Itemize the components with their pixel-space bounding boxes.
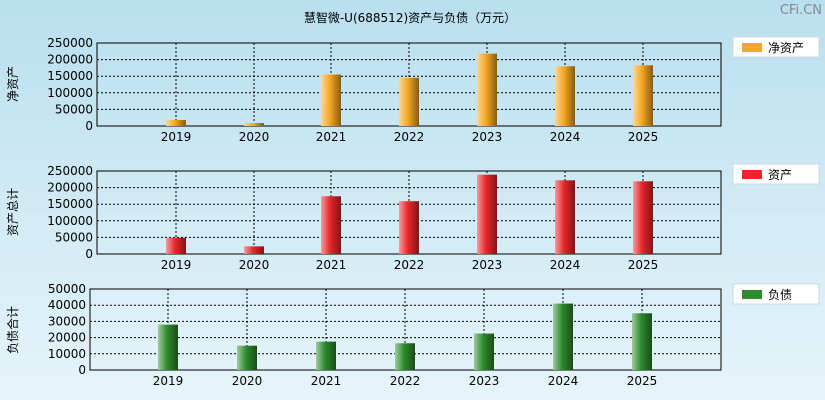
- legend-label: 净资产: [768, 41, 804, 55]
- y-tick-label: 40000: [48, 298, 86, 312]
- x-tick-label: 2024: [550, 258, 581, 272]
- bar: [474, 333, 494, 370]
- y-tick-label: 150000: [47, 197, 93, 211]
- bar: [633, 65, 653, 126]
- x-tick-label: 2023: [469, 374, 500, 388]
- bar: [395, 343, 415, 370]
- panel-1: 0 50000 100000 150000 200000 250000 2019 2020 20…: [6, 36, 820, 144]
- legend: 负债: [732, 283, 820, 305]
- x-tick-label: 2023: [472, 258, 503, 272]
- x-tick-label: 2024: [548, 374, 579, 388]
- x-tick-label: 2022: [394, 130, 425, 144]
- bar: [553, 303, 573, 370]
- y-tick-label: 20000: [48, 331, 86, 345]
- y-tick-label: 50000: [55, 230, 93, 244]
- bar: [316, 341, 336, 370]
- x-tick-label: 2023: [472, 130, 503, 144]
- y-tick-label: 30000: [48, 314, 86, 328]
- legend-swatch: [742, 170, 762, 179]
- bar: [237, 345, 257, 370]
- bar: [158, 324, 178, 370]
- y-tick-label: 10000: [48, 347, 86, 361]
- panel-3: 0 10000 20000 30000 40000 50000 2019 2020 2021 20…: [5, 282, 820, 388]
- x-tick-label: 2025: [628, 258, 659, 272]
- y-tick-label: 100000: [47, 214, 93, 228]
- y-tick-label: 250000: [47, 164, 93, 178]
- y-axis-label: 资产总计: [6, 188, 20, 236]
- y-tick-label: 200000: [47, 181, 93, 195]
- legend: 净资产: [732, 36, 820, 58]
- bar: [166, 120, 186, 126]
- x-tick-label: 2019: [153, 374, 184, 388]
- x-tick-label: 2020: [239, 258, 270, 272]
- x-tick-label: 2025: [628, 130, 659, 144]
- x-tick-label: 2019: [161, 258, 192, 272]
- bar: [632, 313, 652, 370]
- y-tick-label: 50000: [48, 282, 86, 296]
- x-tick-label: 2025: [627, 374, 658, 388]
- x-tick-label: 2021: [316, 130, 347, 144]
- y-tick-label: 50000: [55, 102, 93, 116]
- bar: [244, 246, 264, 254]
- bar: [633, 181, 653, 254]
- x-tick-label: 2024: [550, 130, 581, 144]
- x-tick-label: 2022: [390, 374, 421, 388]
- y-axis-label: 负债合计: [5, 306, 20, 354]
- watermark: CFi.CN: [780, 3, 822, 18]
- bar: [477, 53, 497, 126]
- bar: [477, 174, 497, 254]
- bar: [555, 180, 575, 254]
- legend: 资产: [732, 163, 820, 185]
- y-tick-label: 0: [85, 119, 93, 133]
- x-tick-label: 2020: [232, 374, 263, 388]
- y-tick-label: 100000: [47, 86, 93, 100]
- bar: [555, 66, 575, 126]
- legend-label: 资产: [768, 168, 792, 182]
- chart-title: 慧智微-U(688512)资产与负债（万元）: [304, 10, 516, 25]
- y-tick-label: 200000: [47, 53, 93, 67]
- panel-2: 0 50000 100000 150000 200000 250000 2019 2020 20…: [6, 163, 820, 272]
- x-tick-label: 2021: [316, 258, 347, 272]
- legend-swatch: [742, 290, 762, 299]
- x-tick-label: 2020: [239, 130, 270, 144]
- bar: [244, 123, 264, 126]
- bar: [399, 201, 419, 254]
- bar: [321, 196, 341, 254]
- bar: [399, 77, 419, 126]
- bar: [166, 237, 186, 254]
- y-tick-label: 0: [85, 247, 93, 261]
- y-tick-label: 0: [78, 363, 86, 377]
- y-tick-label: 250000: [47, 36, 93, 50]
- bar: [321, 74, 341, 126]
- legend-label: 负债: [768, 288, 792, 302]
- y-axis-label: 净资产: [6, 66, 20, 102]
- x-tick-label: 2019: [161, 130, 192, 144]
- x-tick-label: 2021: [311, 374, 342, 388]
- x-tick-label: 2022: [394, 258, 425, 272]
- legend-swatch: [742, 43, 762, 52]
- y-tick-label: 150000: [47, 69, 93, 83]
